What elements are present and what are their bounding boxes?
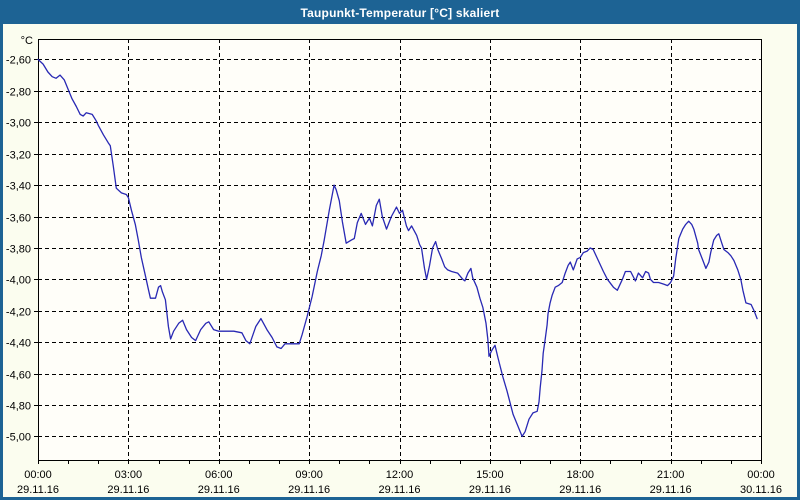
x-axis-time-label: 09:00 bbox=[295, 469, 323, 481]
x-axis-date-label: 29.11.16 bbox=[17, 484, 59, 496]
y-axis-label: -5,00 bbox=[6, 432, 31, 444]
x-axis-date-label: 29.11.16 bbox=[198, 484, 240, 496]
x-axis-date-label: 29.11.16 bbox=[378, 484, 420, 496]
plot-background bbox=[38, 39, 761, 460]
x-gridlines bbox=[128, 39, 672, 460]
chart-svg: -2,60 -2,80 -3,00 -3,20 -3,40 -3,60 -3,80 -4,00… bbox=[6, 35, 782, 496]
window-title: Taupunkt-Temperatur [°C] skaliert bbox=[300, 6, 500, 20]
y-axis-label: -3,60 bbox=[6, 213, 31, 225]
y-axis-unit-label: °C bbox=[21, 35, 33, 47]
y-axis-label: -3,00 bbox=[6, 118, 31, 130]
window-titlebar: Taupunkt-Temperatur [°C] skaliert bbox=[3, 3, 797, 24]
x-axis-time-label: 00:00 bbox=[747, 469, 775, 481]
y-axis-label: -4,80 bbox=[6, 401, 31, 413]
x-axis-labels: 00:00 29.11.16 03:00 29.11.16 06:00 29.11.16 0… bbox=[17, 469, 782, 496]
y-axis-label: -4,60 bbox=[6, 370, 31, 382]
y-axis-label: -4,00 bbox=[6, 275, 31, 287]
y-axis-label: -3,20 bbox=[6, 150, 31, 162]
temperature-series-line bbox=[37, 58, 758, 438]
y-axis-label: -2,80 bbox=[6, 87, 31, 99]
chart-area: -2,60 -2,80 -3,00 -3,20 -3,40 -3,60 -3,80 -4,00… bbox=[3, 24, 797, 497]
x-axis-date-label: 29.11.16 bbox=[469, 484, 511, 496]
y-axis-label: -4,20 bbox=[6, 307, 31, 319]
x-axis-time-label: 18:00 bbox=[566, 469, 594, 481]
x-axis-time-label: 00:00 bbox=[24, 469, 52, 481]
x-axis-date-label: 30.11.16 bbox=[740, 484, 782, 496]
y-gridlines: -2,60 -2,80 -3,00 -3,20 -3,40 -3,60 -3,80 -4,00… bbox=[6, 55, 761, 444]
plot-border bbox=[38, 39, 762, 461]
x-axis-time-label: 12:00 bbox=[386, 469, 414, 481]
x-axis-date-label: 29.11.16 bbox=[288, 484, 330, 496]
x-axis-date-label: 29.11.16 bbox=[559, 484, 601, 496]
x-axis-time-label: 21:00 bbox=[657, 469, 685, 481]
y-axis-label: -2,60 bbox=[6, 55, 31, 67]
x-axis-time-label: 03:00 bbox=[115, 469, 143, 481]
x-axis-date-label: 29.11.16 bbox=[650, 484, 692, 496]
y-axis-label: -3,80 bbox=[6, 244, 31, 256]
x-axis-time-label: 06:00 bbox=[205, 469, 233, 481]
y-axis-label: -3,40 bbox=[6, 181, 31, 193]
x-axis-date-label: 29.11.16 bbox=[107, 484, 149, 496]
x-axis-time-label: 15:00 bbox=[476, 469, 504, 481]
y-axis-label: -4,40 bbox=[6, 338, 31, 350]
